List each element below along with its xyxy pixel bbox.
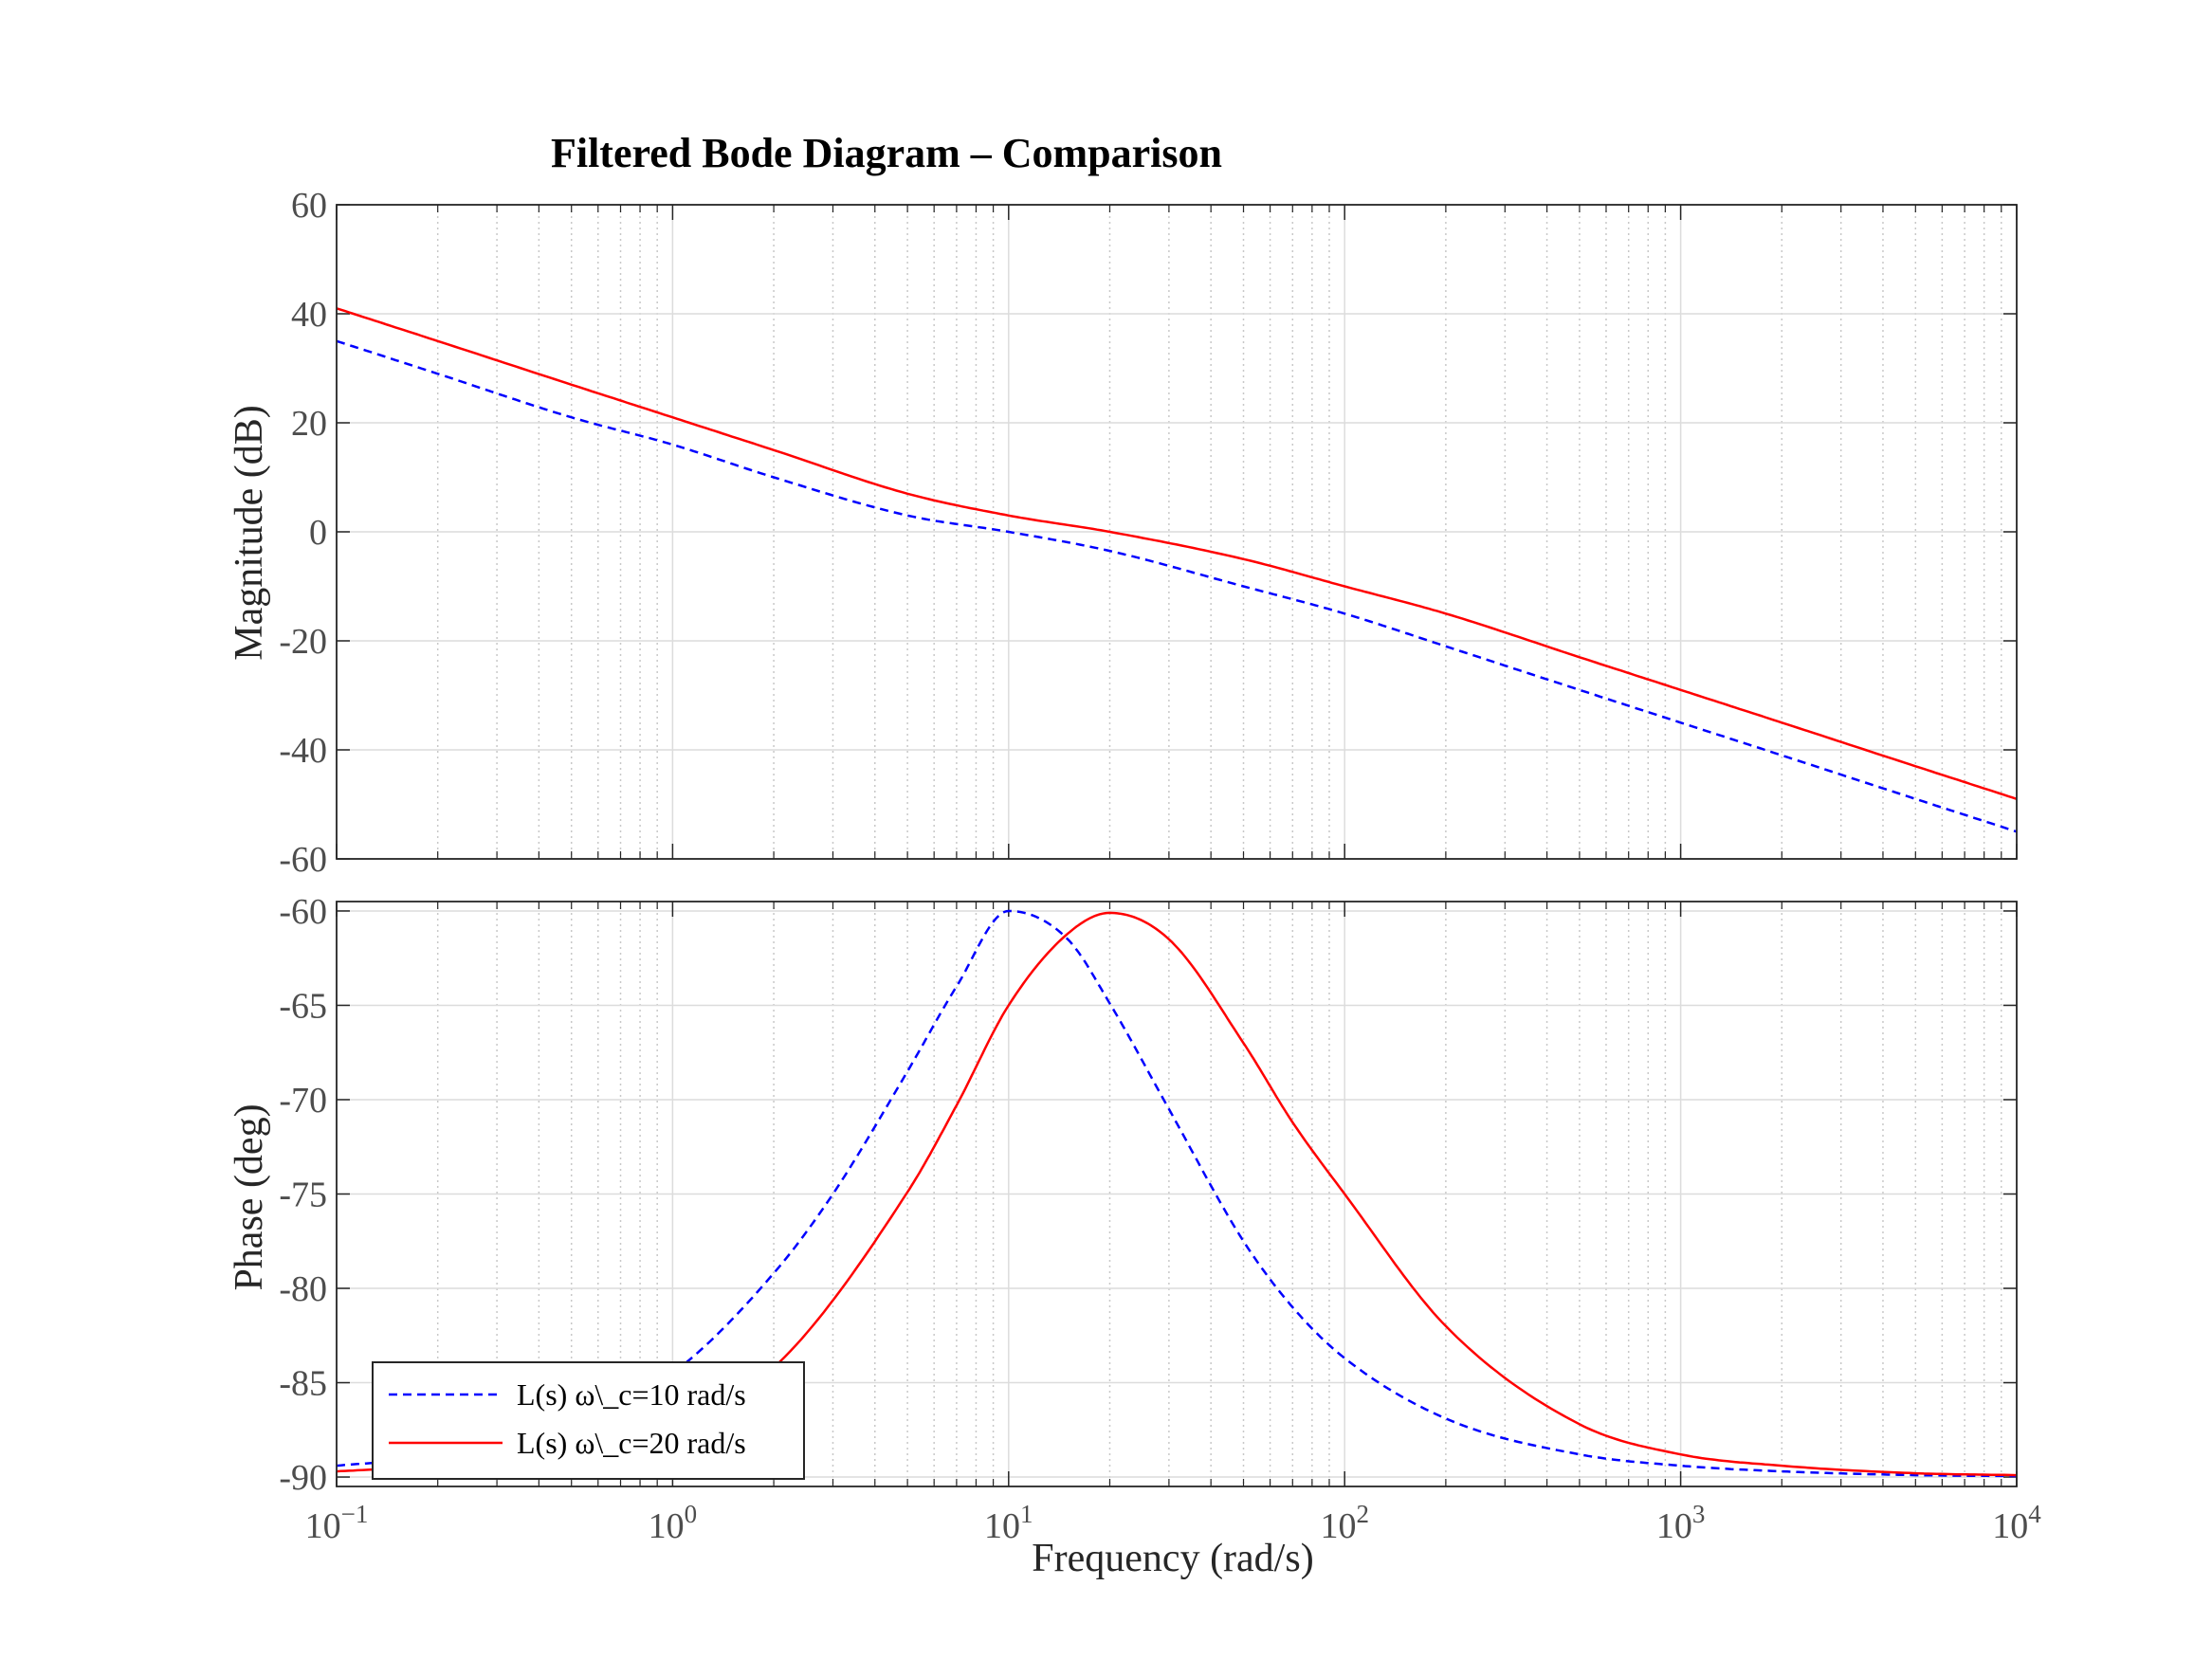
x-tick-label: 10−1	[305, 1500, 369, 1546]
mag-y-tick-label: -20	[279, 622, 327, 662]
magnitude-axes: -60 -40 -20 0 20 40 60	[279, 186, 2018, 880]
legend-box	[372, 1361, 805, 1480]
mag-series-line-wc20	[337, 307, 2017, 800]
x-axis-label: Frequency (rad/s)	[1032, 1537, 1313, 1580]
phase-y-tick-label: -60	[279, 892, 327, 932]
x-tick-label: 100	[649, 1500, 698, 1546]
x-tick-label: 101	[984, 1500, 1033, 1546]
phase-axes-box	[336, 901, 2018, 1487]
phase-y-axis-label: Phase (deg)	[228, 1103, 271, 1290]
legend-label-wc10: L(s) ω\_c=10 rad/s	[517, 1377, 746, 1412]
chart-title: Filtered Bode Diagram – Comparison	[551, 130, 1222, 176]
mag-y-tick-label: 60	[291, 186, 327, 226]
legend-label-wc20: L(s) ω\_c=20 rad/s	[517, 1426, 746, 1460]
mag-axes-box	[336, 204, 2018, 860]
phase-y-tick-label: -85	[279, 1364, 327, 1404]
legend: L(s) ω\_c=10 rad/s L(s) ω\_c=20 rad/s	[372, 1361, 805, 1480]
phase-series-line-wc10	[337, 909, 2017, 1478]
mag-series-line-wc10	[337, 339, 2017, 833]
mag-y-tick-label: 20	[291, 404, 327, 444]
x-tick-label: 104	[1992, 1500, 2041, 1546]
phase-axes: -90 -85 -80 -75 -70 -65 -60	[279, 892, 2018, 1498]
phase-y-tick-label: -70	[279, 1081, 327, 1121]
x-tick-labels: 10−1 100 101 102 103 104	[305, 1500, 2042, 1546]
mag-y-tick-label: -40	[279, 731, 327, 771]
mag-y-tick-label: 40	[291, 295, 327, 335]
phase-y-tick-label: -75	[279, 1176, 327, 1215]
phase-y-tick-label: -90	[279, 1458, 327, 1498]
magnitude-y-axis-label: Magnitude (dB)	[228, 405, 271, 660]
x-tick-label: 102	[1320, 1500, 1369, 1546]
phase-y-tick-label: -65	[279, 986, 327, 1026]
mag-y-tick-label: -60	[279, 840, 327, 880]
phase-y-tick-label: -80	[279, 1269, 327, 1309]
mag-y-tick-label: 0	[309, 513, 327, 553]
x-tick-label: 103	[1656, 1500, 1706, 1546]
